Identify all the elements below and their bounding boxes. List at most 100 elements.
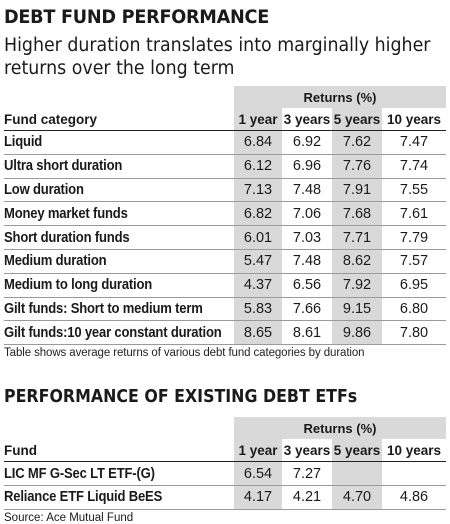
fund-category-value-cell: 7.06 xyxy=(282,201,332,227)
returns-label: Returns (%) xyxy=(234,86,447,108)
fund-category-value-cell: 4.37 xyxy=(234,273,282,298)
etf-fund-value-cell: 4.17 xyxy=(234,485,282,510)
page-title: DEBT FUND PERFORMANCE xyxy=(4,6,269,28)
fund-category-value-cell: 7.48 xyxy=(282,178,332,203)
fund-category-value-cell: 6.80 xyxy=(382,297,447,322)
fund-category-value-cell: 7.47 xyxy=(382,130,447,155)
fund-category-value-cell: 6.01 xyxy=(234,225,282,250)
etf-column-header-3-years: 3 years xyxy=(282,439,332,463)
fund-category-row: Medium duration 5.47 7.48 8.62 7.57 xyxy=(4,249,447,274)
fund-category-value-cell: 7.13 xyxy=(234,178,282,203)
fund-category-value-cell: 6.95 xyxy=(382,273,447,298)
fund-category-value-cell: 7.80 xyxy=(382,320,447,346)
etf-column-header-row: Fund 1 year 3 years 5 years 10 years xyxy=(4,439,447,463)
etf-fund-value-cell: 4.86 xyxy=(382,485,447,510)
fund-category-name-cell: Medium to long duration xyxy=(4,273,234,298)
fund-category-name-cell: Low duration xyxy=(4,178,234,203)
fund-category-value-cell: 7.55 xyxy=(382,178,447,203)
fund-category-value-cell: 7.57 xyxy=(382,249,447,274)
fund-category-value-cell: 6.12 xyxy=(234,154,282,179)
etf-fund-value-cell xyxy=(382,461,447,486)
fund-category-name: Low duration xyxy=(4,181,84,198)
fund-category-name: Medium to long duration xyxy=(4,277,153,294)
fund-category-value-cell: 7.74 xyxy=(382,154,447,179)
page-subtitle: Higher duration translates into marginal… xyxy=(4,35,431,79)
fund-category-row: Money market funds 6.82 7.06 7.68 7.61 xyxy=(4,201,447,227)
etf-fund-row: Reliance ETF Liquid BeES 4.17 4.21 4.70 4.86 xyxy=(4,485,447,510)
column-header-10-years: 10 years xyxy=(382,108,447,131)
etf-fund-name: LIC MF G-Sec LT ETF-(G) xyxy=(4,465,155,482)
fund-category-name: Short duration funds xyxy=(4,229,130,246)
etf-fund-value-cell xyxy=(332,461,382,486)
fund-category-value-cell: 7.62 xyxy=(332,130,382,155)
fund-category-row: Gilt funds:10 year constant duration 8.65… xyxy=(4,320,447,346)
fund-category-value-cell: 8.62 xyxy=(332,249,382,274)
fund-category-value-cell: 6.96 xyxy=(282,154,332,179)
debt-fund-performance-table: Returns (%) Fund category 1 year 3 years… xyxy=(4,86,447,346)
fund-category-name: Gilt funds: Short to medium term xyxy=(4,300,203,317)
column-header-5-years: 5 years xyxy=(332,108,382,131)
column-header-3-years: 3 years xyxy=(282,108,332,131)
fund-category-value-cell: 7.03 xyxy=(282,225,332,250)
etf-fund-value-cell: 6.54 xyxy=(234,461,282,486)
etf-column-header-fund: Fund xyxy=(4,439,234,463)
fund-category-name: Money market funds xyxy=(4,205,128,222)
fund-category-value-cell: 5.47 xyxy=(234,249,282,274)
fund-category-value-cell: 5.83 xyxy=(234,297,282,322)
fund-category-name: Gilt funds:10 year constant duration xyxy=(4,324,222,341)
fund-category-value-cell: 7.48 xyxy=(282,249,332,274)
column-header-1-year: 1 year xyxy=(234,108,282,131)
fund-category-row: Liquid 6.84 6.92 7.62 7.47 xyxy=(4,130,447,155)
table-note: Table shows average returns of various d… xyxy=(4,347,365,360)
source-note: Source: Ace Mutual Fund xyxy=(4,511,134,524)
fund-category-name: Liquid xyxy=(4,134,43,151)
etf-fund-row: LIC MF G-Sec LT ETF-(G) 6.54 7.27 xyxy=(4,461,447,486)
fund-category-value-cell: 6.56 xyxy=(282,273,332,298)
etf-fund-value-cell: 7.27 xyxy=(282,461,332,486)
fund-category-value-cell: 7.66 xyxy=(282,297,332,322)
fund-category-name: Ultra short duration xyxy=(4,158,123,175)
etf-fund-name-cell: LIC MF G-Sec LT ETF-(G) xyxy=(4,461,234,486)
debt-etf-performance-table: Returns (%) Fund 1 year 3 years 5 years … xyxy=(4,417,447,510)
etf-fund-name-cell: Reliance ETF Liquid BeES xyxy=(4,485,234,510)
fund-category-row: Medium to long duration 4.37 6.56 7.92 6.95 xyxy=(4,273,447,298)
fund-category-name-cell: Medium duration xyxy=(4,249,234,274)
etf-fund-name: Reliance ETF Liquid BeES xyxy=(4,489,163,506)
fund-category-value-cell: 7.68 xyxy=(332,201,382,227)
fund-category-name: Medium duration xyxy=(4,253,107,270)
fund-category-value-cell: 7.92 xyxy=(332,273,382,298)
etf-column-header-10-years: 10 years xyxy=(382,439,447,463)
fund-category-name-cell: Short duration funds xyxy=(4,225,234,250)
fund-category-value-cell: 7.91 xyxy=(332,178,382,203)
etf-column-header-1-year: 1 year xyxy=(234,439,282,463)
fund-category-row: Ultra short duration 6.12 6.96 7.76 7.74 xyxy=(4,154,447,179)
column-header-fund-category: Fund category xyxy=(4,108,234,131)
fund-category-name-cell: Liquid xyxy=(4,130,234,155)
fund-category-name-cell: Gilt funds: Short to medium term xyxy=(4,297,234,322)
fund-category-name-cell: Ultra short duration xyxy=(4,154,234,179)
fund-category-row: Low duration 7.13 7.48 7.91 7.55 xyxy=(4,178,447,203)
fund-category-value-cell: 9.86 xyxy=(332,320,382,346)
fund-category-row: Gilt funds: Short to medium term 5.83 7.66… xyxy=(4,297,447,322)
fund-category-value-cell: 7.76 xyxy=(332,154,382,179)
fund-category-value-cell: 6.92 xyxy=(282,130,332,155)
fund-category-value-cell: 9.15 xyxy=(332,297,382,322)
fund-category-name-cell: Money market funds xyxy=(4,201,234,227)
column-header-row: Fund category 1 year 3 years 5 years 10 … xyxy=(4,108,447,131)
fund-category-value-cell: 7.61 xyxy=(382,201,447,227)
etf-returns-label: Returns (%) xyxy=(234,417,447,440)
etf-fund-value-cell: 4.70 xyxy=(332,485,382,510)
etf-fund-value-cell: 4.21 xyxy=(282,485,332,510)
page: DEBT FUND PERFORMANCE Higher duration tr… xyxy=(4,0,447,524)
returns-header-row: Returns (%) xyxy=(4,86,447,108)
fund-category-value-cell: 8.65 xyxy=(234,320,282,346)
fund-category-value-cell: 7.79 xyxy=(382,225,447,250)
etf-column-header-5-years: 5 years xyxy=(332,439,382,463)
fund-category-value-cell: 6.82 xyxy=(234,201,282,227)
etf-returns-header-row: Returns (%) xyxy=(4,417,447,440)
etf-section-title: PERFORMANCE OF EXISTING DEBT ETFs xyxy=(4,386,358,408)
fund-category-value-cell: 8.61 xyxy=(282,320,332,346)
fund-category-value-cell: 6.84 xyxy=(234,130,282,155)
fund-category-row: Short duration funds 6.01 7.03 7.71 7.79 xyxy=(4,225,447,250)
fund-category-name-cell: Gilt funds:10 year constant duration xyxy=(4,320,234,346)
